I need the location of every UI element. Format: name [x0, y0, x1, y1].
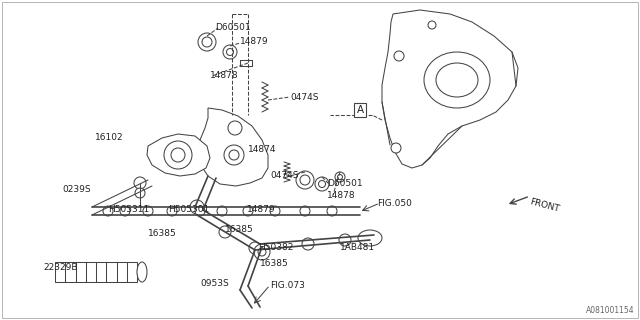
Text: D60501: D60501 — [215, 22, 251, 31]
Circle shape — [391, 143, 401, 153]
Ellipse shape — [137, 262, 147, 282]
Circle shape — [103, 206, 113, 216]
Circle shape — [198, 33, 216, 51]
Ellipse shape — [424, 52, 490, 108]
Bar — [55, 262, 137, 282]
Text: FIG.073: FIG.073 — [270, 281, 305, 290]
Text: H50382: H50382 — [258, 243, 293, 252]
Text: 0474S: 0474S — [270, 171, 298, 180]
Circle shape — [339, 234, 351, 246]
Text: 0239S: 0239S — [62, 186, 91, 195]
Text: 16385: 16385 — [148, 228, 177, 237]
Text: 14878: 14878 — [327, 190, 356, 199]
Circle shape — [335, 172, 345, 182]
Text: 14879: 14879 — [247, 205, 276, 214]
Circle shape — [195, 206, 205, 216]
Circle shape — [258, 248, 266, 256]
Text: 1AB481: 1AB481 — [340, 243, 375, 252]
Text: 14879: 14879 — [240, 37, 269, 46]
Text: 0474S: 0474S — [290, 92, 319, 101]
Text: H505301: H505301 — [168, 205, 209, 214]
Circle shape — [315, 177, 329, 191]
Text: 14878: 14878 — [210, 70, 239, 79]
Polygon shape — [198, 108, 268, 186]
Circle shape — [171, 148, 185, 162]
Circle shape — [143, 206, 153, 216]
Polygon shape — [382, 10, 518, 168]
Circle shape — [229, 150, 239, 160]
Circle shape — [319, 180, 326, 188]
Circle shape — [243, 206, 253, 216]
Circle shape — [190, 200, 204, 214]
Circle shape — [120, 206, 130, 216]
Circle shape — [202, 37, 212, 47]
Circle shape — [223, 45, 237, 59]
Circle shape — [327, 206, 337, 216]
Circle shape — [224, 145, 244, 165]
Circle shape — [428, 21, 436, 29]
Text: 16385: 16385 — [260, 260, 289, 268]
Circle shape — [135, 188, 145, 198]
Circle shape — [219, 226, 231, 238]
Text: 16385: 16385 — [225, 226, 253, 235]
Text: 22329B: 22329B — [43, 263, 77, 273]
Text: FRONT: FRONT — [529, 198, 561, 214]
Ellipse shape — [436, 63, 478, 97]
Circle shape — [228, 121, 242, 135]
Circle shape — [249, 242, 261, 254]
Circle shape — [296, 171, 314, 189]
Text: A: A — [356, 105, 364, 115]
Circle shape — [300, 206, 310, 216]
Text: D60501: D60501 — [327, 179, 363, 188]
Circle shape — [300, 175, 310, 185]
Circle shape — [254, 244, 270, 260]
Circle shape — [270, 206, 280, 216]
Circle shape — [167, 206, 177, 216]
Text: A081001154: A081001154 — [586, 306, 635, 315]
Circle shape — [164, 141, 192, 169]
Text: 16102: 16102 — [95, 133, 124, 142]
Ellipse shape — [358, 230, 382, 246]
Text: H505311: H505311 — [108, 205, 149, 214]
Circle shape — [394, 51, 404, 61]
Circle shape — [337, 174, 342, 180]
Text: FIG.050: FIG.050 — [377, 198, 412, 207]
Circle shape — [134, 177, 146, 189]
Circle shape — [217, 206, 227, 216]
Circle shape — [227, 49, 234, 55]
Polygon shape — [147, 134, 210, 176]
Circle shape — [302, 238, 314, 250]
Text: 0953S: 0953S — [200, 278, 228, 287]
Text: 14874: 14874 — [248, 146, 276, 155]
